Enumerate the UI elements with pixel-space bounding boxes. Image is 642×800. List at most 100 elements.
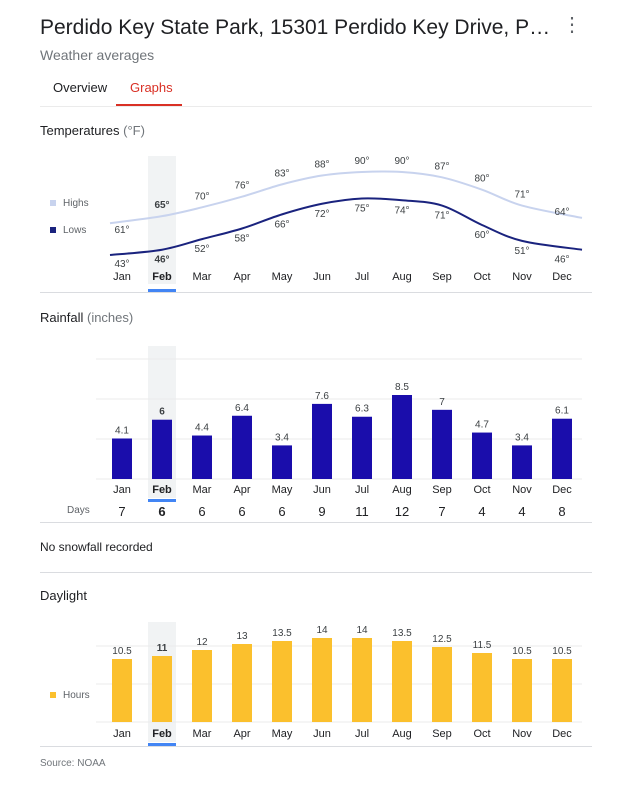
rain-days-jul: 11 [355, 504, 369, 519]
rainfall-unit: (inches) [86, 310, 134, 325]
rainfall-bar-aug[interactable] [392, 395, 412, 479]
selected-month-column-temperatures [148, 156, 176, 284]
rainfall-value-feb: 6 [159, 407, 165, 418]
rainfall-bar-mar[interactable] [192, 435, 212, 479]
rain-days-jan: 7 [118, 504, 126, 519]
rainfall-value-oct: 4.7 [475, 420, 489, 431]
rain-days-jun: 9 [318, 504, 326, 519]
rainfall-bar-oct[interactable] [472, 432, 492, 479]
rain-days-mar: 6 [198, 504, 206, 519]
temperatures-month-sep[interactable]: Sep [432, 271, 452, 283]
tab-overview[interactable]: Overview [53, 80, 108, 95]
rainfall-bar-apr[interactable] [232, 415, 252, 479]
rainfall-month-aug[interactable]: Aug [392, 484, 412, 496]
temperatures-month-mar[interactable]: Mar [192, 271, 212, 283]
lows-label-mar: 52° [194, 244, 209, 255]
rainfall-bar-feb[interactable] [152, 419, 172, 479]
rainfall-value-dec: 6.1 [555, 406, 569, 417]
rainfall-month-feb[interactable]: Feb [152, 484, 172, 496]
daylight-bar-dec[interactable] [552, 659, 572, 722]
daylight-bar-aug[interactable] [392, 641, 412, 722]
temperatures-month-jun[interactable]: Jun [313, 271, 331, 283]
rainfall-bar-may[interactable] [272, 445, 292, 479]
daylight-bar-jun[interactable] [312, 638, 332, 722]
rainfall-value-mar: 4.4 [195, 423, 209, 434]
daylight-month-oct[interactable]: Oct [473, 728, 491, 740]
lows-label-apr: 58° [234, 234, 249, 245]
rainfall-value-jul: 6.3 [355, 404, 369, 415]
rainfall-month-jan[interactable]: Jan [113, 484, 131, 496]
rainfall-value-apr: 6.4 [235, 403, 249, 414]
rainfall-value-nov: 3.4 [515, 432, 529, 443]
highs-label-sep: 87° [434, 161, 449, 172]
daylight-month-aug[interactable]: Aug [392, 728, 412, 740]
rainfall-value-may: 3.4 [275, 432, 289, 443]
daylight-month-sep[interactable]: Sep [432, 728, 452, 740]
selected-month-underline-temperatures [148, 289, 176, 292]
source-note: Source: NOAA [40, 758, 106, 769]
rainfall-month-jun[interactable]: Jun [313, 484, 331, 496]
lows-swatch [50, 227, 56, 234]
tab-graphs[interactable]: Graphs [130, 80, 173, 95]
daylight-bar-nov[interactable] [512, 659, 532, 722]
temperatures-month-jan[interactable]: Jan [113, 271, 131, 283]
rainfall-bar-jul[interactable] [352, 416, 372, 479]
rainfall-bar-sep[interactable] [432, 409, 452, 479]
daylight-bar-oct[interactable] [472, 653, 492, 722]
temperatures-month-dec[interactable]: Dec [552, 271, 572, 283]
rainfall-month-sep[interactable]: Sep [432, 484, 452, 496]
highs-label-feb: 65° [154, 200, 169, 211]
rainfall-title-text: Rainfall [40, 310, 84, 325]
rainfall-month-apr[interactable]: Apr [233, 484, 251, 496]
daylight-month-nov[interactable]: Nov [512, 728, 532, 740]
daylight-month-apr[interactable]: Apr [233, 728, 251, 740]
daylight-bar-may[interactable] [272, 641, 292, 722]
daylight-month-jun[interactable]: Jun [313, 728, 331, 740]
daylight-month-dec[interactable]: Dec [552, 728, 572, 740]
section-divider [40, 292, 592, 293]
daylight-month-jan[interactable]: Jan [113, 728, 131, 740]
daylight-month-feb[interactable]: Feb [152, 728, 172, 740]
temperatures-month-aug[interactable]: Aug [392, 271, 412, 283]
temperatures-month-jul[interactable]: Jul [354, 271, 370, 283]
daylight-bar-jul[interactable] [352, 638, 372, 722]
rainfall-month-nov[interactable]: Nov [512, 484, 532, 496]
daylight-title: Daylight [40, 588, 87, 603]
daylight-value-sep: 12.5 [432, 634, 452, 645]
rainfall-month-dec[interactable]: Dec [552, 484, 572, 496]
rainfall-month-may[interactable]: May [271, 484, 293, 496]
lows-label-jul: 75° [354, 203, 369, 214]
rainfall-month-mar[interactable]: Mar [192, 484, 212, 496]
daylight-bar-jan[interactable] [112, 659, 132, 722]
daylight-value-jun: 14 [316, 625, 328, 636]
temperatures-month-apr[interactable]: Apr [233, 271, 251, 283]
temperatures-month-feb[interactable]: Feb [152, 271, 172, 283]
daylight-value-jul: 14 [356, 625, 368, 636]
lows-line [109, 197, 583, 256]
rainfall-month-jul[interactable]: Jul [354, 484, 370, 496]
daylight-month-may[interactable]: May [271, 728, 293, 740]
rain-days-feb: 6 [158, 504, 166, 519]
daylight-bar-mar[interactable] [192, 650, 212, 722]
daylight-bar-apr[interactable] [232, 644, 252, 722]
temperatures-month-may[interactable]: May [271, 271, 293, 283]
tabs-divider [40, 106, 592, 107]
rainfall-bar-dec[interactable] [552, 418, 572, 479]
temperatures-month-oct[interactable]: Oct [473, 271, 491, 283]
rainfall-month-oct[interactable]: Oct [473, 484, 491, 496]
daylight-bar-feb[interactable] [152, 656, 172, 722]
daylight-bar-sep[interactable] [432, 647, 452, 722]
section-divider [40, 522, 592, 523]
rainfall-bar-jun[interactable] [312, 403, 332, 479]
section-divider [40, 746, 592, 747]
daylight-month-jul[interactable]: Jul [354, 728, 370, 740]
temperatures-month-nov[interactable]: Nov [512, 271, 532, 283]
lows-label-jan: 43° [114, 259, 129, 270]
rainfall-bar-jan[interactable] [112, 438, 132, 479]
highs-label-apr: 76° [234, 181, 249, 192]
daylight-value-mar: 12 [196, 637, 208, 648]
daylight-month-mar[interactable]: Mar [192, 728, 212, 740]
more-vert-icon[interactable]: ⋮ [562, 14, 582, 36]
rainfall-bar-nov[interactable] [512, 445, 532, 479]
